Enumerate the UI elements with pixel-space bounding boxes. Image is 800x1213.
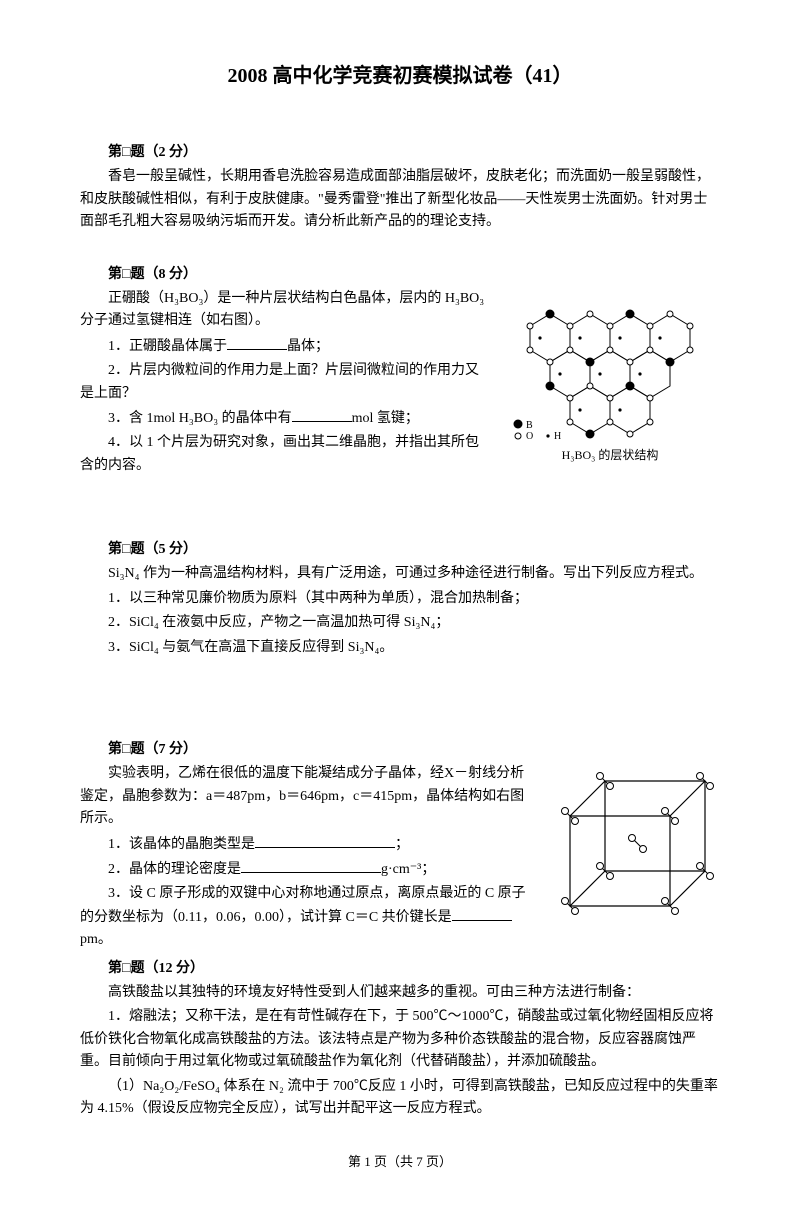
q4-item3-a: 3．设 C 原子形成的双键中心对称地通过原点，离原点最 bbox=[108, 886, 453, 901]
q2-figure-caption: H₃BO₃ 的层状结构 bbox=[500, 446, 720, 465]
q2-item2-a: 2．片层内微粒间的作用力是上面？片层间微粒间的作 bbox=[108, 363, 437, 378]
q4-item1-post: ； bbox=[395, 837, 409, 852]
blank-field[interactable] bbox=[241, 858, 381, 873]
blank-field[interactable] bbox=[452, 906, 512, 921]
q1-header: 第□题（2 分） bbox=[80, 142, 720, 164]
q4-item1-pre: 1．该晶体的晶胞类型是 bbox=[108, 837, 255, 852]
q1-body: 香皂一般呈碱性，长期用香皂洗脸容易造成面部油脂层破坏，皮肤老化；而洗面奶一般呈弱… bbox=[80, 166, 720, 233]
q2-figure: B O H H₃BO₃ 的层状结构 bbox=[500, 286, 720, 465]
q2-intro-a: 正硼酸（H₃BO₃）是一种片层状结构白色晶体，层内 bbox=[108, 291, 427, 306]
q2-header: 第□题（8 分） bbox=[80, 264, 720, 286]
boric-acid-lattice-diagram: B O H bbox=[500, 286, 720, 446]
page-title: 2008 高中化学竞赛初赛模拟试卷（41） bbox=[80, 60, 720, 92]
q3-header: 第□题（5 分） bbox=[80, 539, 720, 561]
page-footer: 第 1 页（共 7 页） bbox=[80, 1152, 720, 1173]
blank-field[interactable] bbox=[292, 407, 352, 422]
q4-item2-post: g·cm⁻³； bbox=[381, 862, 435, 877]
q2-item1-pre: 1．正硼酸晶体属于 bbox=[108, 339, 227, 354]
blank-field[interactable] bbox=[255, 833, 395, 848]
question-1: 第□题（2 分） 香皂一般呈碱性，长期用香皂洗脸容易造成面部油脂层破坏，皮肤老化… bbox=[80, 142, 720, 234]
q2-item1-post: 晶体； bbox=[287, 339, 329, 354]
q5-sub1: （1）Na₂O₂/FeSO₄ 体系在 N₂ 流中于 700℃反应 1 小时，可得… bbox=[80, 1076, 720, 1121]
question-2: 第□题（8 分） bbox=[80, 264, 720, 480]
legend-o: O bbox=[526, 431, 533, 442]
q4-header: 第□题（7 分） bbox=[80, 739, 720, 761]
q2-item3-post: mol 氢键； bbox=[352, 411, 419, 426]
q4-figure bbox=[550, 761, 720, 941]
q5-intro: 高铁酸盐以其独特的环境友好特性受到人们越来越多的重视。可由三种方法进行制备： bbox=[80, 982, 720, 1004]
blank-field[interactable] bbox=[227, 335, 287, 350]
q5-header: 第□题（12 分） bbox=[80, 958, 720, 980]
q5-item1: 1．熔融法；又称干法，是在有苛性碱存在下，于 500℃～1000℃，硝酸盐或过氧… bbox=[80, 1006, 720, 1073]
q3-item3: 3．SiCl₄ 与氨气在高温下直接反应得到 Si₃N₄。 bbox=[80, 637, 720, 659]
q4-item2-pre: 2．晶体的理论密度是 bbox=[108, 862, 241, 877]
q3-item2: 2．SiCl₄ 在液氨中反应，产物之一高温加热可得 Si₃N₄； bbox=[80, 612, 720, 634]
legend-b: B bbox=[526, 420, 533, 431]
q5-intro-b: 视。可由三种方法进行制备： bbox=[458, 985, 640, 1000]
legend-h: H bbox=[554, 431, 561, 442]
question-4: 第□题（7 分） bbox=[80, 739, 720, 1122]
ethylene-unit-cell-diagram bbox=[550, 761, 720, 941]
q3-item1: 1．以三种常见廉价物质为原料（其中两种为单质），混合加热制备； bbox=[80, 588, 720, 610]
question-3: 第□题（5 分） Si₃N₄ 作为一种高温结构材料，具有广泛用途，可通过多种途径… bbox=[80, 539, 720, 659]
q2-item4-a: 4．以 1 个片层为研究对象，画出其二维晶胞，并指出 bbox=[108, 435, 437, 450]
q2-item3-pre: 3．含 1mol H₃BO₃ 的晶体中有 bbox=[108, 411, 292, 426]
q5-intro-a: 高铁酸盐以其独特的环境友好特性受到人们越来越多的重 bbox=[108, 985, 458, 1000]
q3-intro: Si₃N₄ 作为一种高温结构材料，具有广泛用途，可通过多种途径进行制备。写出下列… bbox=[80, 563, 720, 585]
q4-intro-a: 实验表明，乙烯在很低的温度下能凝结成分子晶体，经 bbox=[108, 766, 444, 781]
q4-item3-c: pm。 bbox=[80, 932, 112, 947]
